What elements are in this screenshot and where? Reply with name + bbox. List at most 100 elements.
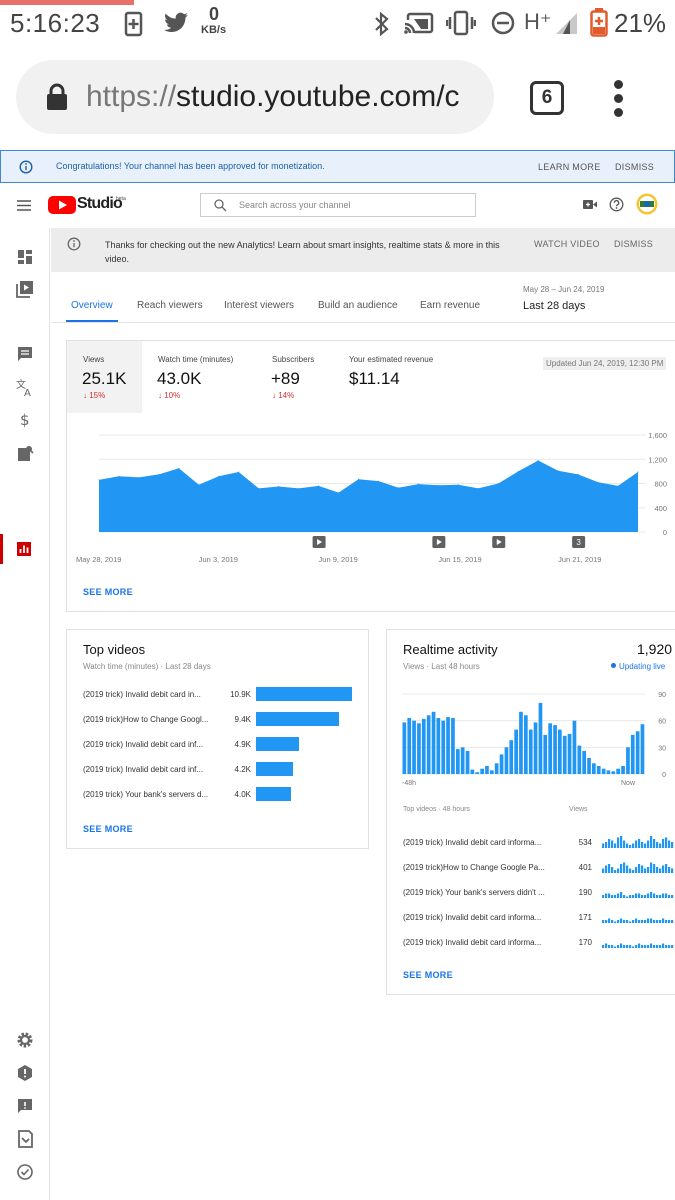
realtime-y-tick-label: 30 [658, 745, 666, 752]
sparkline-bar [605, 842, 608, 848]
sparkline-bar [644, 920, 647, 923]
date-range-selector[interactable]: Last 28 days [523, 300, 586, 312]
audio-library-icon[interactable] [14, 442, 36, 464]
metric-views-selected-bg [67, 341, 142, 413]
sparkline-bar [614, 870, 617, 873]
top-video-bar [256, 737, 300, 751]
top-video-value: 4.9K [234, 740, 251, 749]
watch-video-button[interactable]: WATCH VIDEO [534, 239, 600, 249]
date-range-dates[interactable]: May 28 – Jun 24, 2019 [523, 285, 605, 294]
sidebar-item-analytics[interactable] [0, 534, 50, 564]
check-icon[interactable] [14, 1161, 36, 1183]
sparkline-bar [611, 840, 614, 848]
sparkline-bar [638, 864, 641, 873]
overview-views-area [99, 460, 638, 532]
sparkline-bar [668, 920, 671, 923]
active-indicator [0, 534, 3, 564]
sparkline-bar [653, 920, 656, 923]
sparkline-bar [632, 946, 635, 948]
realtime-bar [640, 724, 645, 774]
tab-earn-revenue[interactable]: Earn revenue [420, 300, 481, 311]
help-icon[interactable] [609, 197, 624, 212]
metric-subscribers-change-value: 14% [278, 391, 295, 400]
youtube-logo-icon[interactable] [48, 195, 76, 215]
metric-subscribers-label: Subscribers [272, 355, 315, 364]
sparkline-bar [647, 893, 650, 898]
live-dot-icon [611, 663, 616, 668]
learn-more-button[interactable]: LEARN MORE [538, 162, 601, 172]
feedback-icon[interactable] [14, 1095, 36, 1117]
videos-icon[interactable] [14, 278, 36, 300]
banner-dismiss-button[interactable]: DISMISS [615, 162, 655, 172]
sparkline-bar [602, 945, 605, 948]
twitter-icon [164, 12, 188, 32]
sparkline-bar [623, 895, 626, 898]
info-icon [67, 237, 81, 251]
info-dismiss-button[interactable]: DISMISS [614, 239, 654, 249]
sparkline-bar [611, 895, 614, 898]
tab-interest-viewers[interactable]: Interest viewers [224, 300, 295, 311]
realtime-bar [475, 772, 480, 774]
top-video-value: 9.4K [234, 715, 251, 724]
realtime-bar [587, 758, 591, 774]
overview-data-point [437, 484, 439, 486]
add-tab-icon [124, 11, 143, 37]
realtime-bar [441, 720, 446, 774]
tabs-divider [51, 322, 675, 323]
overview-see-more-button[interactable]: SEE MORE [83, 587, 133, 597]
tab-switcher-button[interactable]: 6 [530, 81, 564, 115]
realtime-video-title: (2019 trick) Your bank's servers didn't … [403, 888, 545, 897]
realtime-video-views: 170 [578, 938, 592, 947]
sparkline-bar [623, 862, 626, 873]
realtime-bar [431, 711, 436, 774]
sparkline-bar [614, 921, 617, 923]
browser-menu-button[interactable] [612, 80, 624, 118]
tab-overview[interactable]: Overview [71, 300, 113, 311]
overview-data-point [358, 478, 360, 480]
overview-data-point [457, 484, 459, 486]
realtime-bar [611, 771, 616, 774]
tab-build-an-audience[interactable]: Build an audience [318, 300, 398, 311]
page-load-progress [0, 0, 134, 5]
overview-y-tick-label: 400 [654, 504, 667, 513]
monetization-icon[interactable]: $ [14, 408, 36, 430]
sparkline-bar [608, 893, 611, 898]
realtime-bar [485, 766, 489, 774]
alert-icon[interactable] [14, 1062, 36, 1084]
realtime-bar [528, 729, 533, 774]
sparkline-bar [662, 839, 665, 848]
cast-icon [404, 12, 434, 34]
translate-icon[interactable]: 文A [14, 376, 36, 398]
realtime-see-more-button[interactable]: SEE MORE [403, 970, 453, 980]
tab-reach-viewers[interactable]: Reach viewers [137, 300, 203, 311]
search-input[interactable]: Search across your channel [200, 193, 476, 217]
video-publish-marker-group[interactable]: 3 [572, 536, 586, 548]
avatar[interactable] [636, 193, 658, 215]
realtime-bar [562, 735, 567, 774]
hamburger-menu-icon[interactable] [17, 200, 31, 211]
sparkline-bar [620, 864, 623, 873]
settings-icon[interactable] [14, 1029, 36, 1051]
video-publish-marker[interactable] [432, 536, 446, 548]
sparkline-bar [653, 839, 656, 848]
creator-studio-classic-icon[interactable] [14, 1128, 36, 1150]
sparkline-bar [608, 839, 611, 848]
sparkline-bar [647, 945, 650, 948]
dashboard-icon[interactable] [14, 246, 36, 268]
metric-subscribers-change: ↓ 14% [272, 391, 295, 400]
realtime-list-views-header: Views [569, 806, 588, 813]
video-publish-marker[interactable] [492, 536, 506, 548]
sparkline-bar [638, 839, 641, 848]
realtime-bar [456, 749, 460, 774]
create-video-icon[interactable] [583, 199, 597, 210]
address-bar[interactable]: https://studio.youtube.com/c [16, 60, 494, 134]
realtime-video-views: 401 [578, 863, 592, 872]
top-video-title: (2019 trick) Your bank's servers d... [83, 790, 209, 799]
realtime-bar [480, 768, 484, 774]
sparkline-bar [626, 896, 629, 898]
lock-icon [47, 83, 67, 110]
top-videos-see-more-button[interactable]: SEE MORE [83, 824, 133, 834]
sparkline-bar [644, 945, 647, 948]
comments-icon[interactable] [14, 343, 36, 365]
video-publish-marker[interactable] [312, 536, 326, 548]
